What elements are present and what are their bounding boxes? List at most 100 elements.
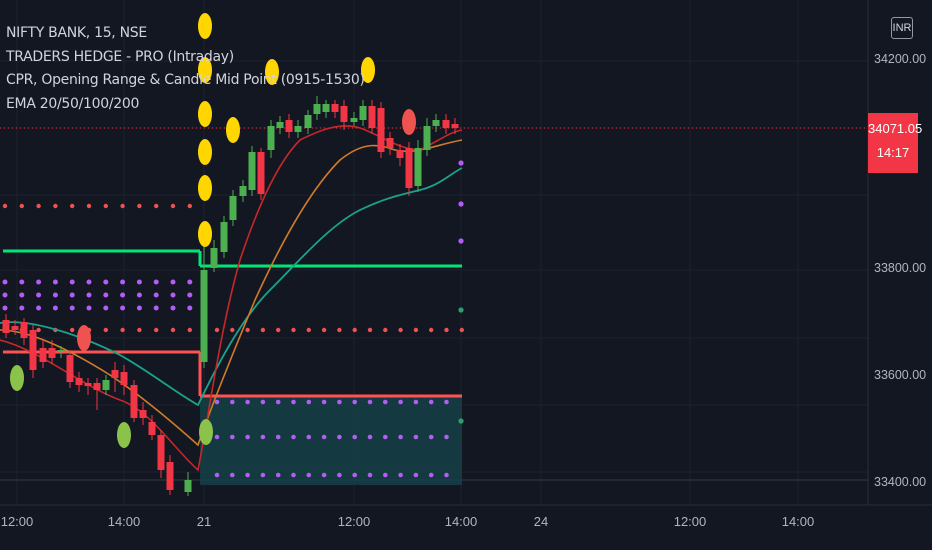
signal-green-marker bbox=[199, 419, 213, 445]
price-label: 33400.00 bbox=[874, 475, 927, 489]
indicator-dot bbox=[367, 472, 373, 478]
candle-body bbox=[331, 104, 339, 112]
indicator-dot bbox=[458, 307, 464, 313]
indicator-ema[interactable]: EMA 20/50/100/200 bbox=[6, 95, 140, 112]
indicator-dot bbox=[428, 472, 434, 478]
indicator-dot bbox=[458, 238, 464, 244]
indicator-dot bbox=[137, 327, 142, 333]
indicator-dot bbox=[154, 327, 159, 333]
candle-body bbox=[111, 370, 119, 378]
indicator-dot bbox=[367, 434, 373, 440]
indicator-dot bbox=[103, 203, 109, 209]
ema-50-line bbox=[0, 139, 463, 447]
indicator-dot bbox=[337, 327, 342, 333]
signal-buy-marker bbox=[198, 221, 212, 247]
last-price-badge: 34071.05 14:17 bbox=[868, 113, 922, 173]
candle-body bbox=[29, 330, 37, 370]
candle-body bbox=[220, 222, 228, 252]
candle-body bbox=[2, 320, 10, 333]
bar-countdown: 14:17 bbox=[876, 145, 910, 160]
indicator-dot bbox=[275, 434, 281, 440]
indicator-dot bbox=[86, 292, 92, 298]
chart-legend: NIFTY BANK, 15, NSE TRADERS HEDGE - PRO … bbox=[6, 22, 365, 116]
indicator-dot bbox=[52, 292, 58, 298]
indicator-dot bbox=[383, 472, 388, 478]
indicator-dot bbox=[2, 203, 8, 209]
indicator-dot bbox=[36, 279, 42, 285]
indicator-dot bbox=[367, 399, 373, 405]
indicator-dot bbox=[120, 292, 126, 298]
indicator-dot bbox=[103, 292, 109, 298]
indicator-dot bbox=[337, 434, 342, 440]
indicator-dot bbox=[187, 292, 193, 298]
indicator-dot bbox=[337, 472, 342, 478]
indicator-dot bbox=[398, 399, 403, 405]
candle-body bbox=[20, 322, 28, 338]
indicator-dot bbox=[291, 327, 296, 333]
indicator-dot bbox=[69, 305, 75, 311]
indicator-dot bbox=[398, 472, 403, 478]
indicator-dot bbox=[429, 327, 434, 333]
time-label: 12:00 bbox=[0, 514, 34, 529]
candlesticks bbox=[2, 96, 459, 496]
indicator-dot bbox=[214, 327, 220, 333]
candle-body bbox=[285, 120, 293, 132]
candle-body bbox=[432, 120, 440, 126]
indicator-dot bbox=[444, 434, 449, 440]
indicator-dot bbox=[413, 327, 419, 333]
indicator-cpr[interactable]: CPR, Opening Range & Candle Mid Point (0… bbox=[6, 72, 365, 88]
signal-sell-marker bbox=[402, 109, 416, 135]
indicator-dot bbox=[306, 327, 311, 333]
signal-buy-marker bbox=[361, 57, 375, 83]
indicator-dot bbox=[154, 203, 159, 209]
indicator-dot bbox=[19, 279, 25, 285]
indicator-dot bbox=[230, 434, 235, 440]
indicator-dot bbox=[428, 434, 434, 440]
indicator-dot bbox=[352, 399, 358, 405]
candle-body bbox=[405, 148, 413, 188]
indicator-dot bbox=[214, 472, 220, 478]
indicator-dot bbox=[69, 292, 75, 298]
symbol-title[interactable]: NIFTY BANK, 15, NSE bbox=[6, 25, 147, 41]
indicator-dot bbox=[187, 327, 192, 333]
indicator-dot bbox=[187, 305, 193, 311]
price-label: 33600.00 bbox=[874, 368, 927, 382]
candle-body bbox=[350, 118, 358, 122]
candle-body bbox=[11, 326, 19, 330]
signal-green-marker bbox=[117, 422, 131, 448]
indicator-dot bbox=[458, 201, 464, 207]
candle-body bbox=[442, 120, 450, 128]
signal-buy-marker bbox=[198, 139, 212, 165]
indicator-dot bbox=[2, 305, 8, 311]
candle-body bbox=[313, 104, 321, 114]
signal-buy-marker bbox=[198, 13, 212, 39]
indicator-dot bbox=[352, 434, 358, 440]
indicator-dot bbox=[153, 279, 159, 285]
indicator-dot bbox=[103, 327, 109, 333]
indicator-dot bbox=[260, 434, 266, 440]
time-label: 14:00 bbox=[444, 514, 478, 529]
indicator-traders-hedge[interactable]: TRADERS HEDGE - PRO (Intraday) bbox=[6, 48, 234, 65]
time-label: 14:00 bbox=[781, 514, 815, 529]
candle-body bbox=[396, 150, 404, 158]
indicator-dot bbox=[19, 292, 25, 298]
indicator-dot bbox=[383, 399, 388, 405]
indicator-dot bbox=[321, 399, 327, 405]
indicator-dot bbox=[458, 160, 464, 166]
indicator-dot bbox=[321, 472, 327, 478]
indicator-dot bbox=[36, 292, 42, 298]
indicator-dot bbox=[36, 327, 41, 333]
currency-button[interactable]: INR bbox=[891, 17, 913, 39]
level-lines bbox=[3, 249, 462, 398]
candle-body bbox=[423, 126, 431, 150]
candle-body bbox=[359, 106, 367, 120]
candle-body bbox=[200, 270, 208, 362]
candle-body bbox=[84, 383, 92, 386]
candle-body bbox=[210, 248, 218, 268]
indicator-dot bbox=[428, 399, 434, 405]
candle-body bbox=[66, 355, 74, 382]
price-label: 33800.00 bbox=[874, 261, 927, 275]
candle-body bbox=[451, 124, 459, 128]
candle-body bbox=[257, 152, 265, 194]
